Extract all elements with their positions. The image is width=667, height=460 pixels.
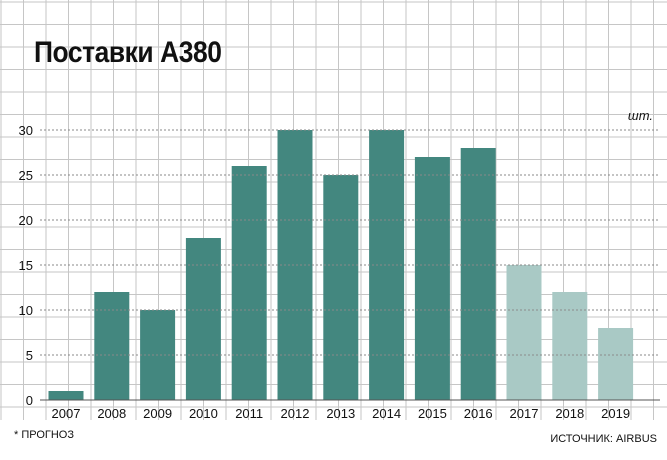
bar-2007 bbox=[48, 391, 84, 400]
x-tick-label: 2017 bbox=[510, 406, 539, 421]
unit-label: шт. bbox=[627, 108, 653, 123]
x-axis-ticks: 2007 2008 2009 2010 2011 2012 2013 2014 2015 2016… bbox=[52, 406, 631, 421]
y-tick-label: 30 bbox=[19, 123, 33, 138]
bar-2012 bbox=[277, 130, 313, 400]
x-tick-label: 2009 bbox=[143, 406, 172, 421]
bar-2008 bbox=[94, 292, 130, 400]
x-tick-label: 2013 bbox=[326, 406, 355, 421]
source-label: ИСТОЧНИК: AIRBUS bbox=[550, 433, 657, 445]
bar-2013 bbox=[323, 175, 359, 400]
x-tick-label: 2007 bbox=[52, 406, 81, 421]
y-tick-label: 5 bbox=[26, 348, 33, 363]
y-tick-label: 20 bbox=[19, 213, 33, 228]
x-tick-label: 2016 bbox=[464, 406, 493, 421]
y-tick-label: 15 bbox=[19, 258, 33, 273]
x-tick-label: 2011 bbox=[235, 406, 263, 421]
dotted-gridlines bbox=[40, 129, 660, 401]
bar-series bbox=[48, 130, 634, 400]
bar-2017 bbox=[506, 265, 542, 400]
x-tick-label: 2010 bbox=[189, 406, 218, 421]
bar-2010 bbox=[185, 238, 221, 400]
x-tick-label: 2015 bbox=[418, 406, 447, 421]
bar-2016 bbox=[460, 148, 496, 400]
x-tick-label: 2019 bbox=[601, 406, 630, 421]
forecast-footnote: * ПРОГНОЗ bbox=[14, 429, 74, 441]
x-tick-label: 2008 bbox=[97, 406, 126, 421]
x-tick-label: 2012 bbox=[281, 406, 310, 421]
y-axis-ticks: 0 5 10 15 20 25 30 bbox=[19, 123, 33, 408]
x-tick-label: 2014 bbox=[372, 406, 401, 421]
bar-2011 bbox=[231, 166, 267, 400]
bar-2014 bbox=[369, 130, 405, 400]
x-tick-label: 2018 bbox=[555, 406, 584, 421]
y-tick-label: 0 bbox=[26, 393, 33, 408]
bar-2018 bbox=[552, 292, 588, 400]
chart-title: Поставки А380 bbox=[34, 36, 222, 69]
bar-2015 bbox=[414, 157, 450, 400]
y-tick-label: 10 bbox=[19, 303, 33, 318]
y-tick-label: 25 bbox=[19, 168, 33, 183]
bar-2019 bbox=[598, 328, 634, 400]
